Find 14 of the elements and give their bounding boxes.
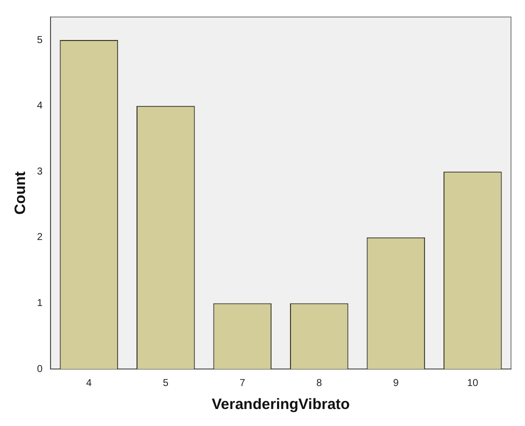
x-tick-label: 9	[393, 378, 400, 389]
y-tick-label: 3	[37, 166, 43, 178]
x-tick-label: 10	[467, 378, 479, 389]
x-axis-title: VeranderingVibrato	[212, 396, 350, 414]
y-tick-label: 1	[37, 298, 43, 309]
x-tick-label: 5	[162, 378, 169, 389]
y-tick-label: 5	[37, 34, 43, 46]
y-tick-label: 0	[37, 364, 43, 375]
y-tick-label: 4	[37, 100, 43, 112]
x-tick-label: 4	[86, 378, 92, 389]
y-tick-label: 2	[37, 232, 43, 244]
x-tick-label: 8	[316, 378, 322, 389]
y-axis-title: Count	[12, 171, 30, 215]
x-tick-label: 7	[240, 378, 246, 389]
